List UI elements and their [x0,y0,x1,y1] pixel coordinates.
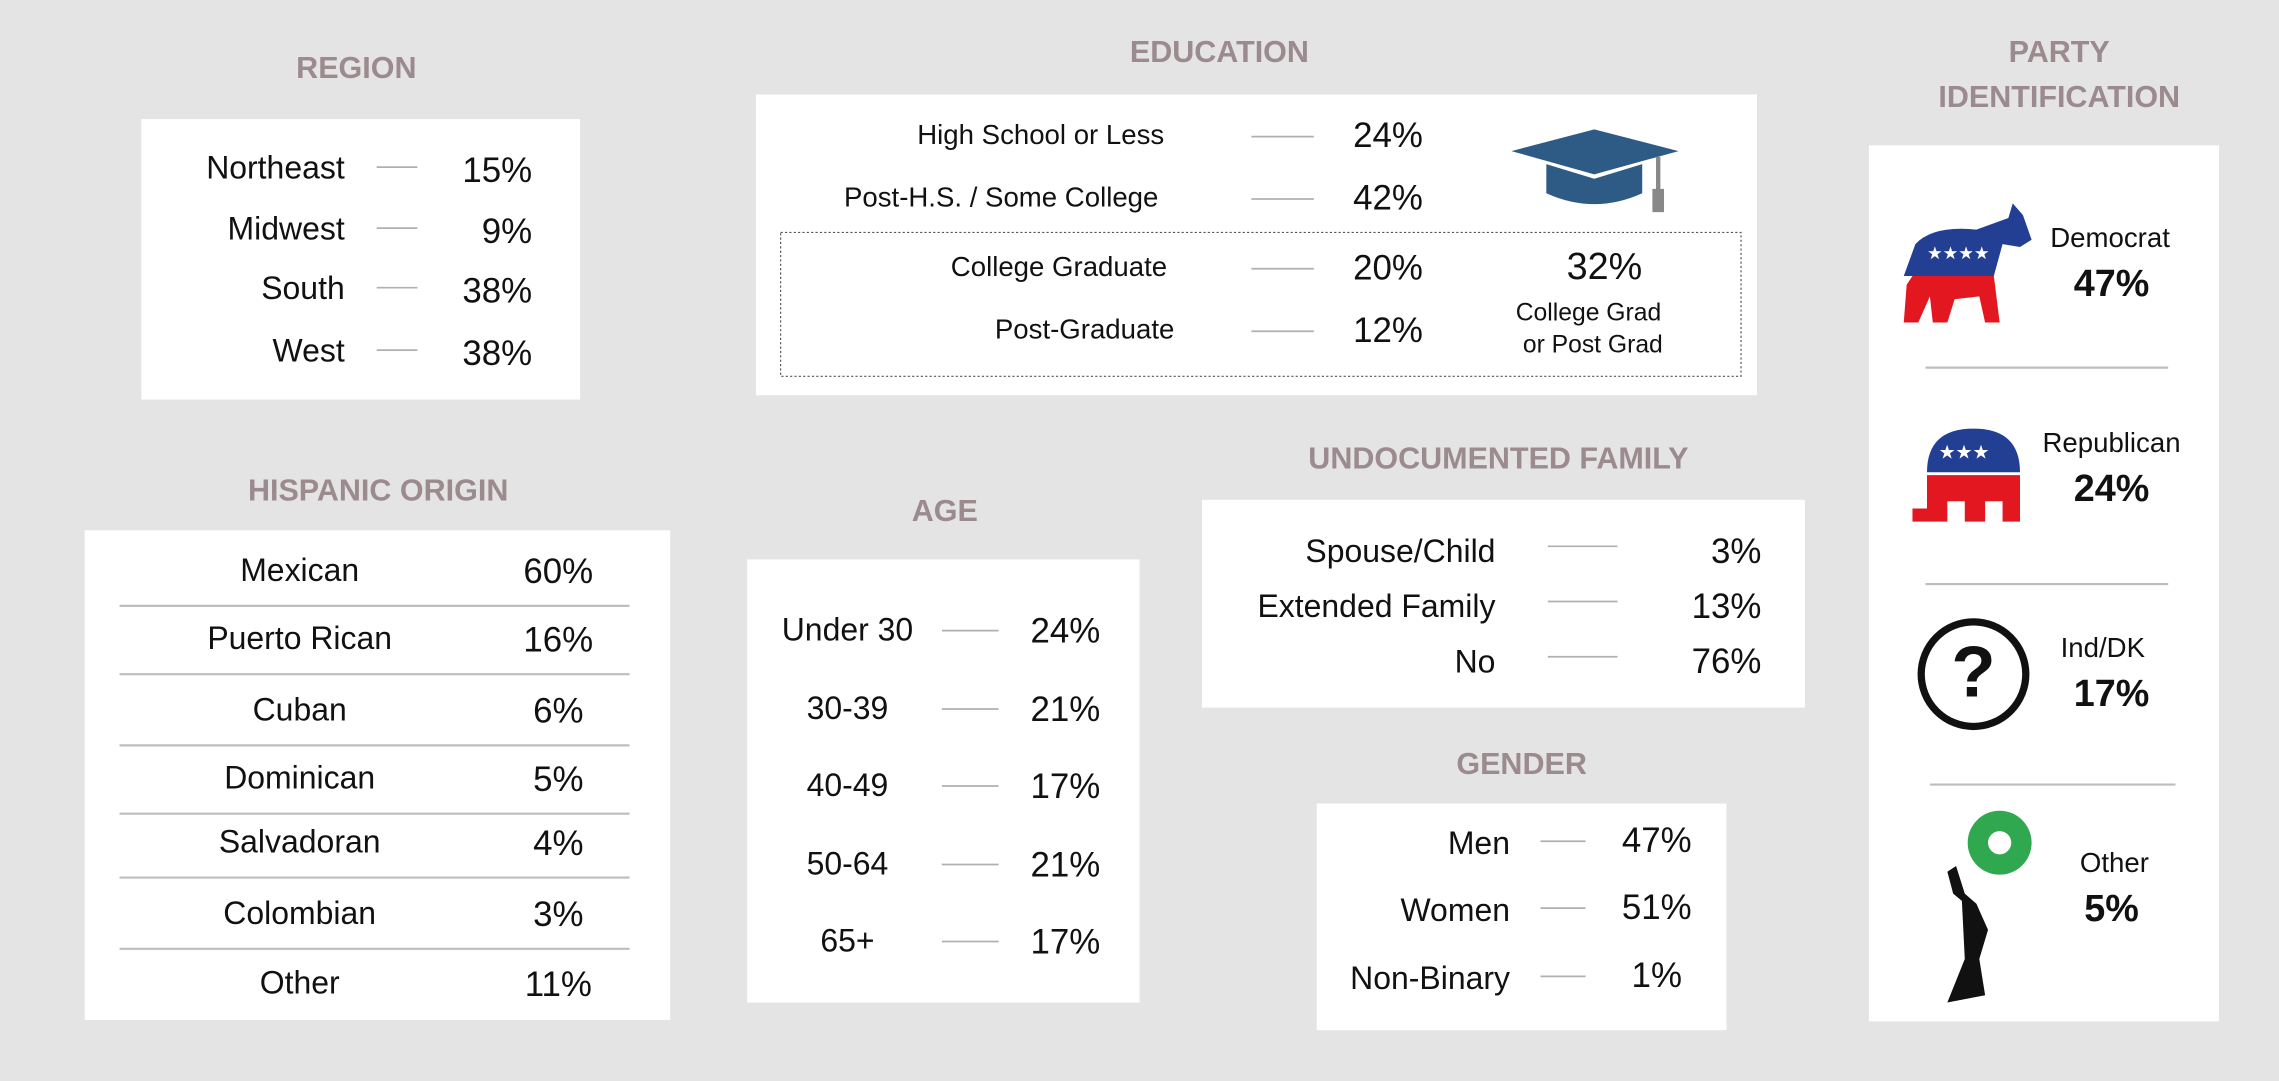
row-label: Northeast [206,149,345,185]
section-title: UNDOCUMENTED FAMILY [1308,442,1688,476]
section-title: AGE [912,494,978,528]
row-value: 76% [1692,642,1762,681]
row-label: Midwest [228,210,345,246]
row-label: Post-Graduate [995,314,1174,345]
combined-label: College Grad [1516,299,1661,326]
row-value: 17% [1031,923,1101,962]
party-value: 5% [2084,888,2139,930]
row-label: 40-49 [807,767,889,803]
row-value: 11% [525,965,592,1004]
row-label: Colombian [223,895,376,931]
party-label: Democrat [2050,222,2170,253]
section-title: GENDER [1456,747,1587,781]
page: {"region": {"title": "REGION", "rows": [… [0,0,2279,1081]
row-label: Non-Binary [1350,960,1510,996]
row-value: 3% [533,895,583,934]
row-value: 15% [462,151,532,190]
row-label: Extended Family [1257,588,1495,624]
section-title: PARTY [2009,35,2110,69]
section-title: IDENTIFICATION [1938,80,2180,114]
question-mark: ? [1951,631,1995,712]
row-label: Dominican [224,760,375,796]
row-value: 13% [1692,587,1762,626]
row-label: Women [1400,892,1510,928]
row-label: Salvadoran [219,824,381,860]
section-title: HISPANIC ORIGIN [248,474,508,508]
row-value: 24% [1031,612,1101,651]
row-label: Spouse/Child [1305,533,1495,569]
section-title: EDUCATION [1130,35,1309,69]
row-value: 42% [1353,179,1423,218]
party-label: Republican [2042,427,2180,458]
party-value: 24% [2074,468,2150,510]
row-value: 47% [1622,821,1692,860]
row-value: 38% [462,272,532,311]
row-value: 9% [482,212,532,251]
row-value: 1% [1632,956,1682,995]
row-value: 5% [533,760,583,799]
row-label: Puerto Rican [207,620,392,656]
row-value: 60% [523,552,593,591]
row-label: Men [1448,825,1510,861]
row-value: 51% [1622,888,1692,927]
row-value: 38% [462,334,532,373]
row-label: Post-H.S. / Some College [844,181,1158,212]
row-value: 21% [1031,690,1101,729]
row-value: 3% [1711,532,1761,571]
party-label: Other [2080,847,2149,878]
party-value: 17% [2074,673,2150,715]
row-label: High School or Less [917,119,1164,150]
row-label: Mexican [240,552,359,588]
combined-value: 32% [1567,246,1643,288]
infographic: ★★★★ ★★★ ? REGION Northeast 15% Midwest 9% So… [0,0,2279,1081]
row-value: 24% [1353,116,1423,155]
row-label: Under 30 [782,611,913,647]
row-label: West [273,333,345,369]
row-value: 12% [1353,311,1423,350]
row-label: Other [260,965,340,1001]
row-label: Cuban [253,691,347,727]
section-title: REGION [296,51,416,85]
stars: ★★★★ [1927,243,1989,263]
row-value: 17% [1031,767,1101,806]
stars: ★★★ [1939,442,1990,463]
row-value: 21% [1031,846,1101,885]
row-label: College Graduate [951,251,1167,282]
row-label: 50-64 [807,845,889,881]
row-label: No [1455,643,1496,679]
party-value: 47% [2074,263,2150,305]
party-label: Ind/DK [2061,632,2146,663]
row-value: 6% [533,692,583,731]
row-label: 65+ [820,922,874,958]
row-value: 4% [533,824,583,863]
combined-label: or Post Grad [1523,331,1663,358]
row-value: 16% [523,620,593,659]
row-label: 30-39 [807,690,889,726]
row-label: South [261,270,345,306]
row-value: 20% [1353,248,1423,287]
